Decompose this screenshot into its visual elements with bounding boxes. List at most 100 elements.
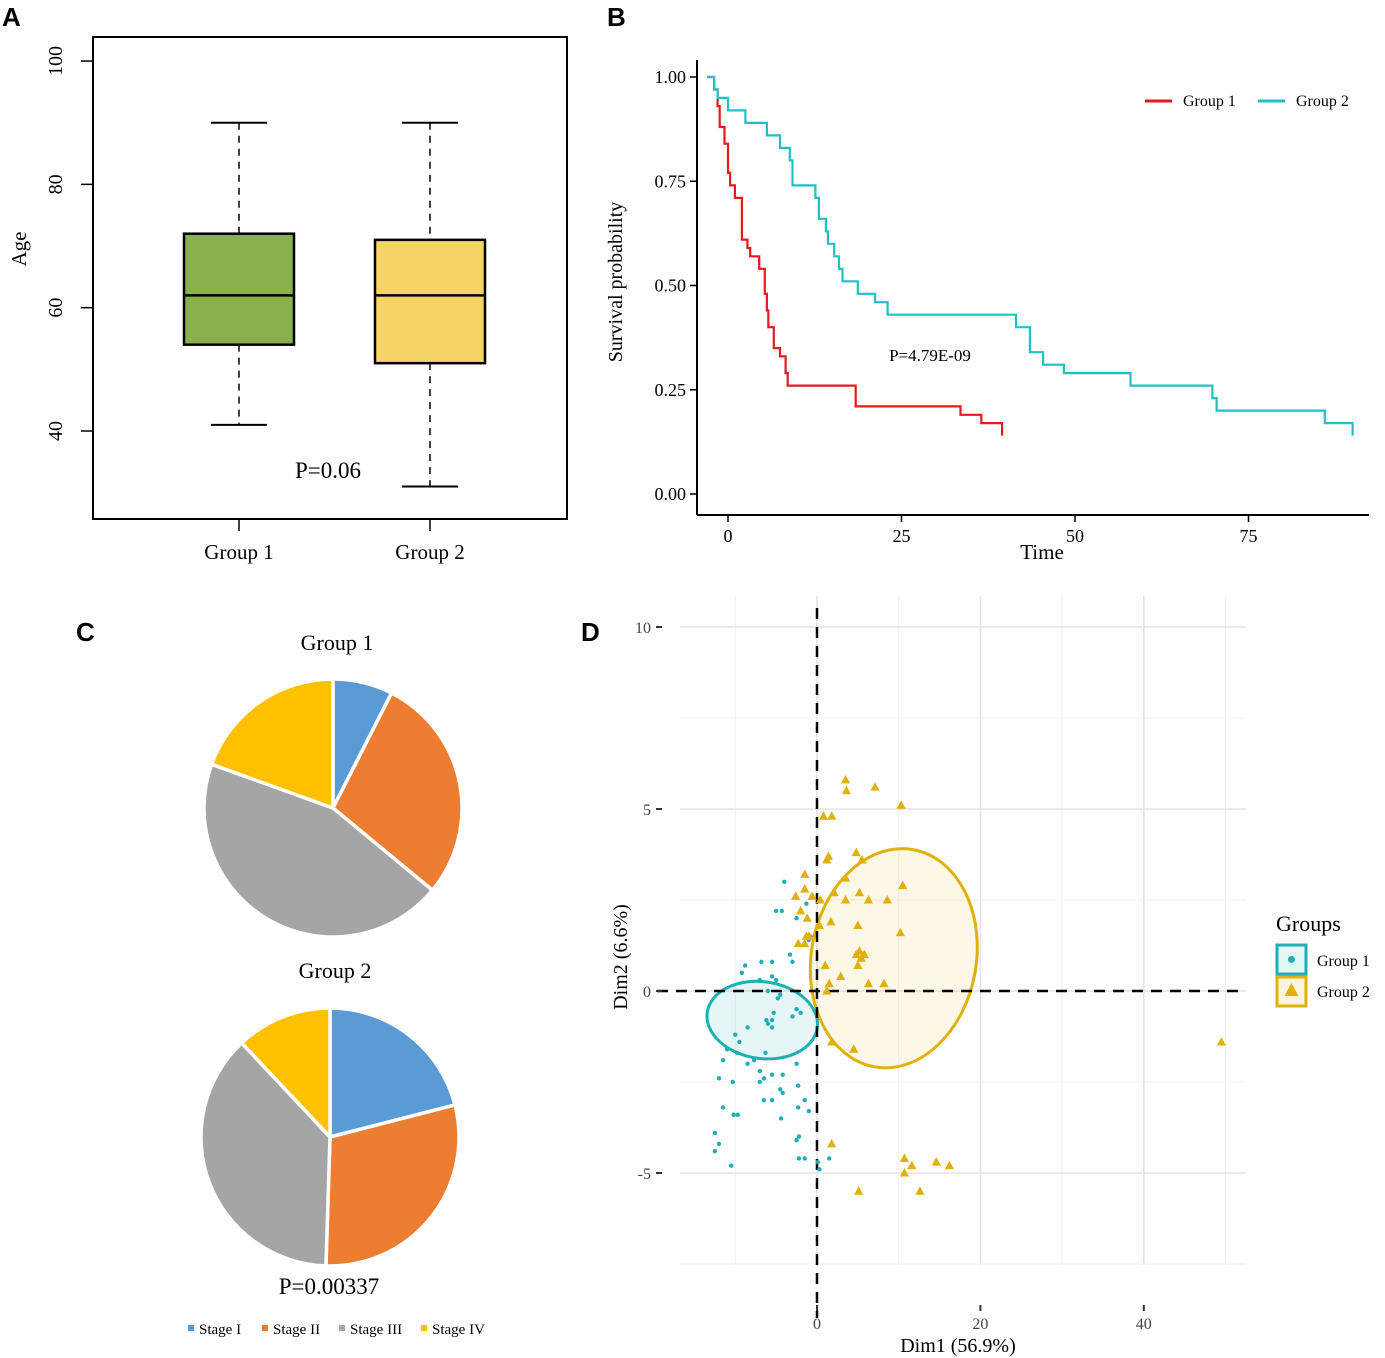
x-tick-label-d: 0 bbox=[813, 1316, 821, 1333]
point-group-1 bbox=[769, 1098, 775, 1103]
panel-d: D -5 0 5 10 0 20 40 Dim1 (56.9%) Dim2 (6.6%) G… bbox=[581, 596, 1370, 1357]
legend-label-stage-1: Stage I bbox=[199, 1322, 241, 1338]
point-group-2 bbox=[836, 971, 846, 980]
point-group-1 bbox=[773, 977, 779, 983]
point-group-1 bbox=[771, 1010, 776, 1016]
x-tick-label-b: 25 bbox=[893, 526, 911, 546]
point-group-1 bbox=[794, 916, 799, 921]
pie-group-1 bbox=[202, 677, 464, 939]
y-tick-label-a: 40 bbox=[45, 421, 67, 441]
point-group-2 bbox=[907, 1160, 917, 1170]
point-group-1 bbox=[757, 977, 763, 983]
point-group-1 bbox=[765, 1021, 771, 1026]
point-group-2 bbox=[800, 884, 810, 893]
axes-ticks-b: 0.00 0.25 0.50 0.75 1.00 0 25 50 75 bbox=[655, 67, 1258, 546]
point-group-2 bbox=[822, 854, 832, 864]
point-group-1 bbox=[733, 1032, 738, 1037]
legend-label-d-group-1: Group 1 bbox=[1317, 953, 1370, 970]
point-group-1 bbox=[712, 1130, 718, 1136]
point-group-2 bbox=[857, 854, 867, 864]
point-group-2 bbox=[840, 774, 851, 784]
point-group-2 bbox=[898, 880, 908, 889]
point-group-1 bbox=[773, 908, 779, 914]
point-group-1 bbox=[720, 1105, 726, 1110]
point-group-2 bbox=[814, 920, 825, 929]
point-group-1 bbox=[796, 1156, 802, 1161]
point-group-1 bbox=[769, 1017, 775, 1023]
point-group-2 bbox=[899, 1153, 910, 1162]
point-group-1 bbox=[764, 1017, 769, 1023]
point-group-1 bbox=[724, 1047, 730, 1052]
point-group-1 bbox=[796, 1083, 801, 1088]
point-group-1 bbox=[769, 959, 775, 965]
point-group-2 bbox=[854, 1186, 864, 1195]
point-group-2 bbox=[822, 986, 832, 995]
point-group-2 bbox=[895, 927, 905, 937]
point-group-1 bbox=[794, 1138, 799, 1143]
panel-letter-d: D bbox=[581, 617, 600, 647]
x-tick-label-b: 75 bbox=[1240, 526, 1258, 546]
y-tick-label-d: -5 bbox=[638, 1166, 651, 1183]
point-group-2 bbox=[793, 938, 803, 948]
x-tick-label-d: 40 bbox=[1136, 1316, 1152, 1333]
point-group-2 bbox=[818, 811, 829, 820]
point-group-2 bbox=[824, 978, 834, 988]
point-group-2 bbox=[863, 978, 874, 988]
point-group-1 bbox=[804, 901, 809, 906]
reference-lines-d bbox=[657, 608, 1246, 1318]
point-group-1 bbox=[775, 996, 780, 1001]
point-group-2 bbox=[870, 782, 880, 791]
point-group-2 bbox=[896, 800, 906, 809]
point-group-1 bbox=[769, 974, 775, 979]
point-group-1 bbox=[742, 963, 748, 968]
point-group-1 bbox=[731, 1112, 736, 1117]
point-group-2 bbox=[849, 1044, 859, 1053]
points-d bbox=[712, 774, 1227, 1195]
point-group-1 bbox=[757, 1068, 763, 1074]
legend-label-stage-3: Stage III bbox=[350, 1322, 402, 1338]
legend-d: Groups Group 1 Group 2 bbox=[1275, 911, 1370, 1008]
annotation-b: P=4.79E-09 bbox=[889, 346, 971, 365]
point-group-1 bbox=[734, 1050, 740, 1056]
y-tick-label-d: 5 bbox=[643, 802, 651, 819]
point-group-1 bbox=[790, 1014, 795, 1019]
point-group-1 bbox=[769, 1025, 775, 1030]
pie-slice-2-stage-iv bbox=[239, 1006, 332, 1142]
legend-swatch-stage-3 bbox=[339, 1325, 345, 1331]
point-group-2 bbox=[854, 887, 865, 897]
pie-slice-2-stage-i bbox=[328, 1006, 458, 1140]
x-tick-label-b: 0 bbox=[724, 526, 733, 546]
point-group-2 bbox=[879, 978, 889, 988]
y-axis-label-d: Dim2 (6.6%) bbox=[610, 904, 632, 1010]
legend-label-d-group-2: Group 2 bbox=[1317, 984, 1370, 1001]
legend-swatch-stage-4 bbox=[421, 1325, 427, 1331]
legend-swatch-stage-1 bbox=[188, 1325, 194, 1331]
x-tick-label-d: 20 bbox=[972, 1316, 988, 1333]
pie-slice-1-stage-ii bbox=[330, 690, 464, 893]
point-group-1 bbox=[796, 1105, 801, 1110]
point-group-1 bbox=[769, 1072, 775, 1077]
point-group-1 bbox=[794, 1061, 799, 1067]
legend-label-group-1: Group 1 bbox=[1183, 93, 1236, 110]
y-tick-label-d: 10 bbox=[635, 620, 651, 637]
legend-label-stage-2: Stage II bbox=[273, 1322, 320, 1338]
point-group-2 bbox=[827, 811, 837, 820]
point-group-2 bbox=[944, 1160, 954, 1170]
pie-slice-1-stage-iv bbox=[209, 677, 335, 811]
point-group-1 bbox=[802, 1156, 807, 1161]
point-group-2 bbox=[801, 931, 811, 940]
point-group-2 bbox=[851, 949, 861, 959]
point-group-2 bbox=[856, 953, 866, 962]
y-axis-label-b: Survival probability bbox=[605, 202, 627, 363]
y-axis-a: 40 60 80 100 bbox=[45, 46, 93, 441]
point-group-1 bbox=[782, 879, 787, 884]
legend-marker-group-2 bbox=[1284, 983, 1299, 996]
point-group-1 bbox=[716, 1141, 722, 1147]
point-group-2 bbox=[829, 887, 839, 897]
y-tick-label-a: 60 bbox=[45, 298, 67, 318]
box-1 bbox=[182, 232, 296, 346]
y-tick-label-a: 80 bbox=[45, 174, 67, 194]
point-group-1 bbox=[761, 1076, 767, 1081]
y-tick-label-b: 1.00 bbox=[655, 67, 687, 87]
point-group-2 bbox=[826, 916, 836, 926]
